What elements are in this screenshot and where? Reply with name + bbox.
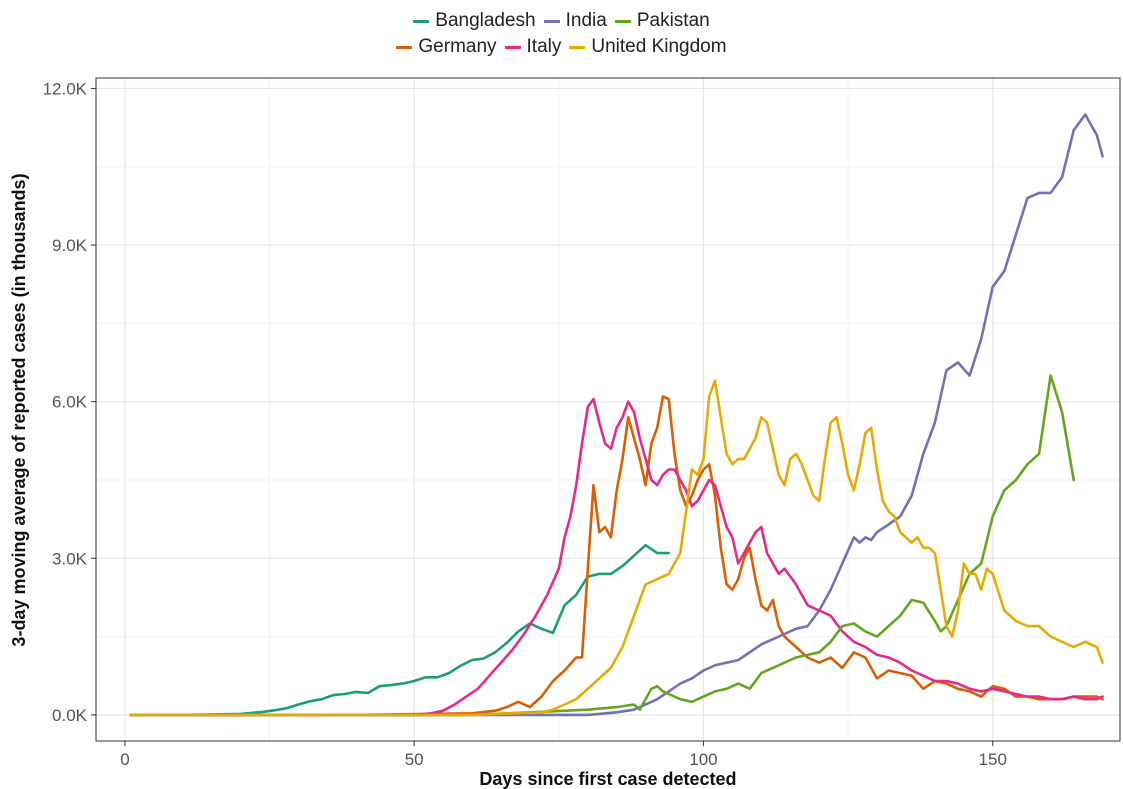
y-tick-label: 0.0K <box>52 706 88 725</box>
series-line-united-kingdom <box>129 379 1104 717</box>
x-tick-label: 100 <box>689 750 717 769</box>
legend-row-1: Bangladesh India Pakistan <box>0 8 1123 34</box>
legend-item-germany: Germany <box>396 36 497 58</box>
x-axis: 0 50 100 150 <box>120 741 1007 769</box>
legend-swatch-united-kingdom <box>569 45 586 49</box>
legend-label-pakistan: Pakistan <box>636 10 710 31</box>
chart-legend: Bangladesh India Pakistan Germany Italy … <box>0 8 1123 60</box>
legend-item-bangladesh: Bangladesh <box>413 10 536 32</box>
series-lines <box>129 113 1104 717</box>
series-line-pakistan <box>129 374 1075 717</box>
y-tick-label: 3.0K <box>52 549 88 568</box>
x-tick-label: 150 <box>979 750 1007 769</box>
y-tick-label: 12.0K <box>43 79 88 98</box>
legend-label-india: India <box>565 10 607 31</box>
legend-label-bangladesh: Bangladesh <box>435 10 536 31</box>
legend-item-pakistan: Pakistan <box>614 10 710 32</box>
y-axis: 0.0K 3.0K 6.0K 9.0K 12.0K <box>43 79 96 725</box>
legend-swatch-germany <box>396 45 413 49</box>
x-axis-title: Days since first case detected <box>479 769 736 789</box>
series-line-india <box>129 113 1104 717</box>
legend-item-italy: Italy <box>504 36 562 58</box>
x-tick-label: 50 <box>405 750 424 769</box>
legend-label-italy: Italy <box>526 36 562 57</box>
legend-item-india: India <box>543 10 607 32</box>
legend-swatch-italy <box>504 45 521 49</box>
legend-swatch-bangladesh <box>413 19 430 23</box>
y-axis-title: 3-day moving average of reported cases (… <box>9 173 29 646</box>
x-tick-label: 0 <box>120 750 129 769</box>
legend-label-germany: Germany <box>418 36 497 57</box>
plot-panel <box>95 77 1121 742</box>
series-line-germany <box>129 395 1104 717</box>
legend-row-2: Germany Italy United Kingdom <box>0 34 1123 60</box>
series-line-bangladesh <box>129 543 671 717</box>
series-line-italy <box>129 397 1104 717</box>
y-tick-label: 6.0K <box>52 393 88 412</box>
plot-border <box>95 77 1121 742</box>
legend-item-united-kingdom: United Kingdom <box>569 36 727 58</box>
legend-label-united-kingdom: United Kingdom <box>591 36 727 57</box>
y-tick-label: 9.0K <box>52 236 88 255</box>
minor-gridlines <box>96 78 1120 741</box>
legend-swatch-pakistan <box>614 19 631 23</box>
legend-swatch-india <box>543 19 560 23</box>
